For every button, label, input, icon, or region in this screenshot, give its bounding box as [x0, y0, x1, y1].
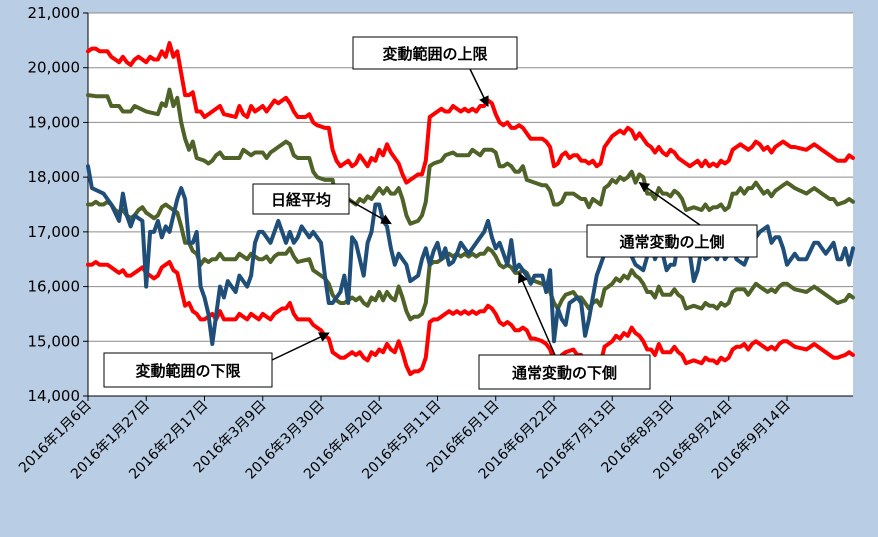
callout-box	[586, 224, 758, 258]
y-tick-label: 19,000	[28, 113, 81, 131]
y-axis: 14,000 15,000 16,000 17,000 18,000 19,000 20,0…	[28, 4, 89, 405]
series-lines	[86, 41, 855, 377]
y-tick-label: 16,000	[28, 278, 81, 296]
series-line-range-upper	[86, 41, 855, 185]
callout-label: 通常変動の上側	[619, 233, 724, 251]
callout-box	[352, 36, 518, 70]
y-tick-label: 14,000	[28, 387, 81, 405]
callout-range-upper: 変動範囲の上限	[352, 36, 518, 107]
callout-box	[478, 354, 651, 390]
callout-nikkei: 日経平均	[252, 183, 392, 225]
y-tick-label: 17,000	[28, 223, 81, 241]
series-line-normal-lower	[86, 199, 855, 322]
callout-arrow	[469, 68, 489, 107]
callout-normal-lower: 通常変動の下側	[478, 271, 651, 390]
callout-arrow	[348, 199, 392, 225]
series-line-normal-upper	[86, 87, 855, 226]
y-tick-label: 18,000	[28, 168, 81, 186]
y-tick-label: 21,000	[28, 4, 81, 22]
y-tick-label: 15,000	[28, 332, 81, 350]
callout-arrow	[638, 181, 701, 226]
y-tick-label: 20,000	[28, 59, 81, 77]
callout-label: 変動範囲の上限	[382, 45, 487, 63]
callout-label: 日経平均	[271, 191, 331, 209]
series-line-nikkei	[86, 164, 855, 346]
callout-normal-upper: 通常変動の上側	[586, 181, 758, 258]
callout-box	[103, 352, 273, 388]
callout-box	[252, 183, 350, 215]
callout-arrow	[271, 332, 330, 361]
callout-label: 通常変動の下側	[512, 364, 617, 382]
callout-label: 変動範囲の下限	[135, 362, 240, 380]
callout-arrow	[518, 271, 556, 356]
callout-range-lower: 変動範囲の下限	[103, 332, 330, 388]
